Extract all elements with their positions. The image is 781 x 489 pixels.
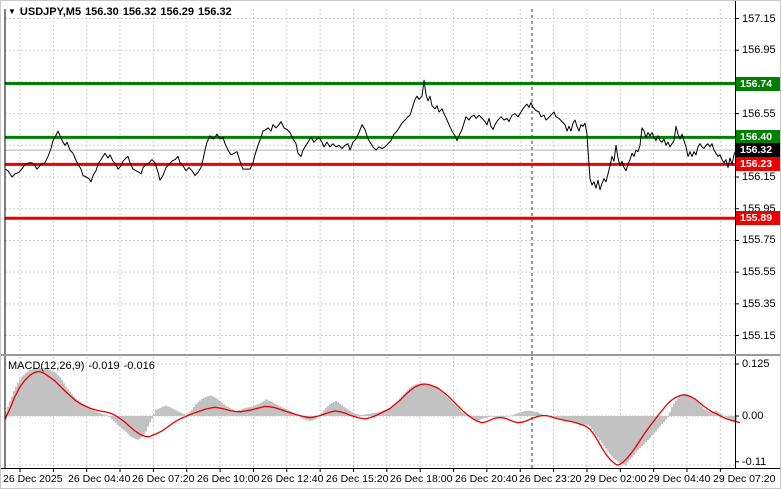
time-axis-label: 26 Dec 18:00 xyxy=(390,473,453,485)
price-tick-label: 155.55 xyxy=(742,266,776,278)
symbol-ohlc-header: ▼ USDJPY,M5 156.30 156.32 156.29 156.32 xyxy=(8,6,236,18)
price-tick-label: 156.55 xyxy=(742,108,776,120)
price-level-badge-156.23: 156.23 xyxy=(736,157,780,171)
price-tick-label: 156.95 xyxy=(742,44,776,56)
macd-tick-label: 0.00 xyxy=(742,410,764,422)
time-axis-label: 29 Dec 02:00 xyxy=(584,473,647,485)
time-axis-label: 26 Dec 10:00 xyxy=(197,473,260,485)
time-axis-label: 26 Dec 07:20 xyxy=(132,473,195,485)
time-axis-label: 26 Dec 15:20 xyxy=(326,473,389,485)
time-axis-label: 26 Dec 04:40 xyxy=(68,473,131,485)
time-axis-label: 26 Dec 20:40 xyxy=(455,473,518,485)
macd-histogram xyxy=(5,367,737,466)
time-axis-label: 29 Dec 04:40 xyxy=(648,473,711,485)
price-level-badge-156.40: 156.40 xyxy=(736,130,780,144)
symbol-dropdown-icon[interactable]: ▼ xyxy=(8,7,16,16)
macd-tick-label: -0.11 xyxy=(742,456,767,468)
price-line-series xyxy=(4,79,737,191)
price-tick-label: 155.35 xyxy=(742,298,776,310)
ohlc-open: 156.30 xyxy=(85,6,119,18)
macd-indicator-label: MACD(12,26,9) xyxy=(8,360,85,372)
price-tick-label: 157.15 xyxy=(742,13,776,25)
ohlc-close: 156.32 xyxy=(198,6,232,18)
ohlc-high: 156.32 xyxy=(122,6,157,18)
time-axis-label: 29 Dec 07:20 xyxy=(713,473,776,485)
time-axis-label: 26 Dec 2025 xyxy=(3,473,63,485)
symbol-label: USDJPY,M5 xyxy=(19,6,82,18)
macd-signal-value: -0.016 xyxy=(123,360,155,372)
macd-signal-line xyxy=(4,370,741,466)
time-axis-label: 26 Dec 23:20 xyxy=(519,473,582,485)
price-level-badge-156.32: 156.32 xyxy=(736,143,780,157)
macd-main-value: -0.019 xyxy=(88,360,120,372)
price-tick-label: 155.75 xyxy=(742,234,776,246)
macd-tick-label: 0.125 xyxy=(742,358,770,370)
price-tick-label: 155.15 xyxy=(742,330,776,342)
macd-indicator-header: MACD(12,26,9) -0.019 -0.016 xyxy=(8,360,159,372)
price-level-badge-156.74: 156.74 xyxy=(736,77,780,91)
price-tick-label: 156.15 xyxy=(742,171,776,183)
time-axis-label: 26 Dec 12:40 xyxy=(261,473,324,485)
ohlc-low: 156.29 xyxy=(160,6,195,18)
price-level-badge-155.89: 155.89 xyxy=(736,211,780,225)
